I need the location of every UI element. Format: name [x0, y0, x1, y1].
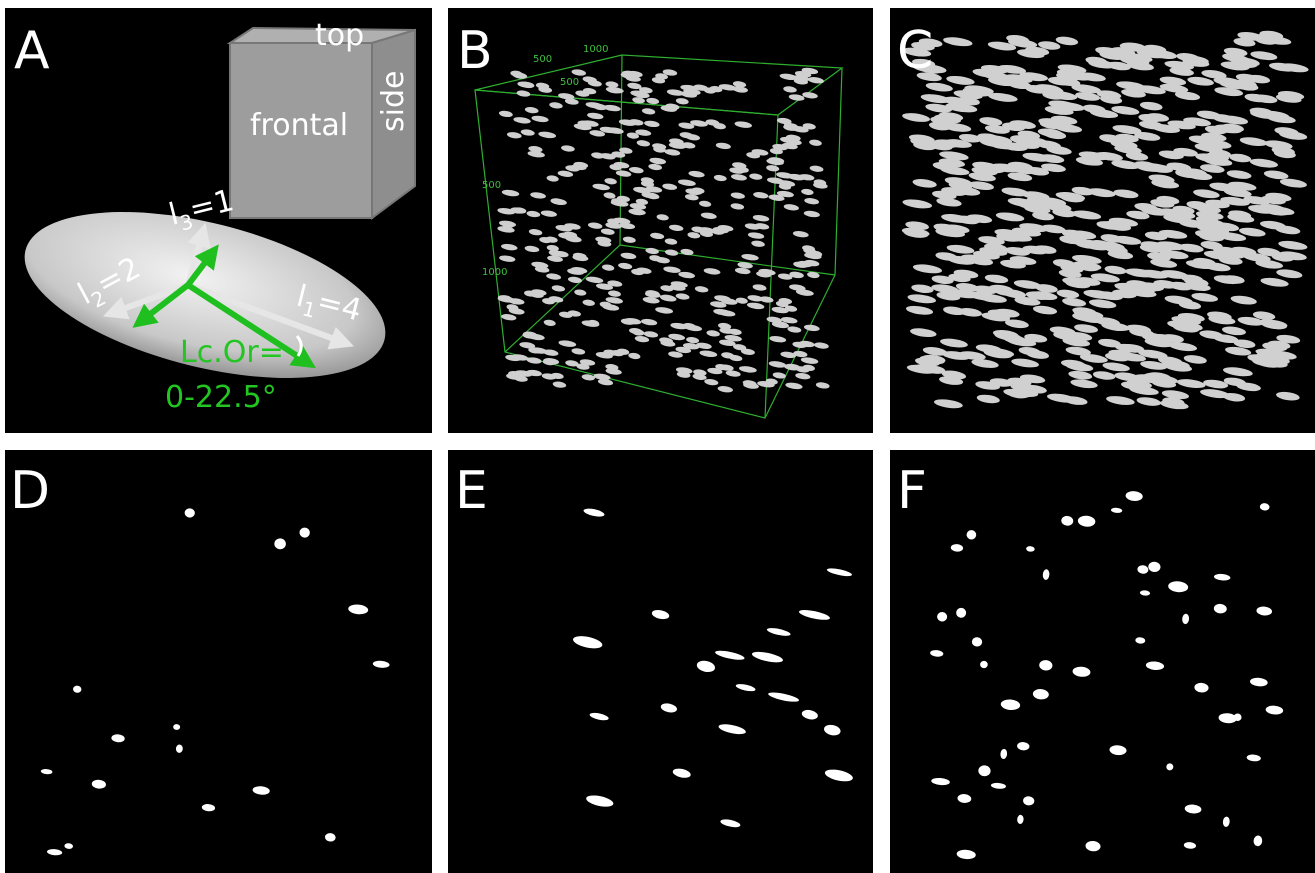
axis-label: 1000 — [482, 267, 507, 278]
cube-side-label: side — [376, 71, 411, 132]
panel-label: C — [897, 21, 933, 81]
cube-top-label: top — [315, 18, 364, 53]
panel-label: F — [897, 461, 927, 521]
angle-label-1: Lc.Or= — [180, 335, 284, 370]
axis-label: 500 — [560, 77, 579, 88]
panel-label: A — [14, 21, 50, 81]
panel-label: D — [10, 461, 50, 521]
axis-label: 500 — [482, 180, 501, 191]
axis-label: 500 — [533, 54, 552, 65]
cube-front-label: frontal — [250, 108, 348, 143]
axis-label: 1000 — [583, 44, 608, 55]
panel-label: E — [455, 461, 488, 521]
cube: top frontal side — [230, 18, 415, 218]
figure: top frontal side l3=1 l2=2 l1=4 Lc.Or= 0… — [0, 0, 1315, 873]
panel-label: B — [457, 21, 493, 81]
panel-f-bg — [890, 450, 1315, 873]
panel-d-bg — [5, 450, 432, 873]
angle-label-2: 0-22.5° — [165, 380, 277, 415]
panel-e-bg — [448, 450, 873, 873]
page: top frontal side l3=1 l2=2 l1=4 Lc.Or= 0… — [0, 0, 1315, 873]
